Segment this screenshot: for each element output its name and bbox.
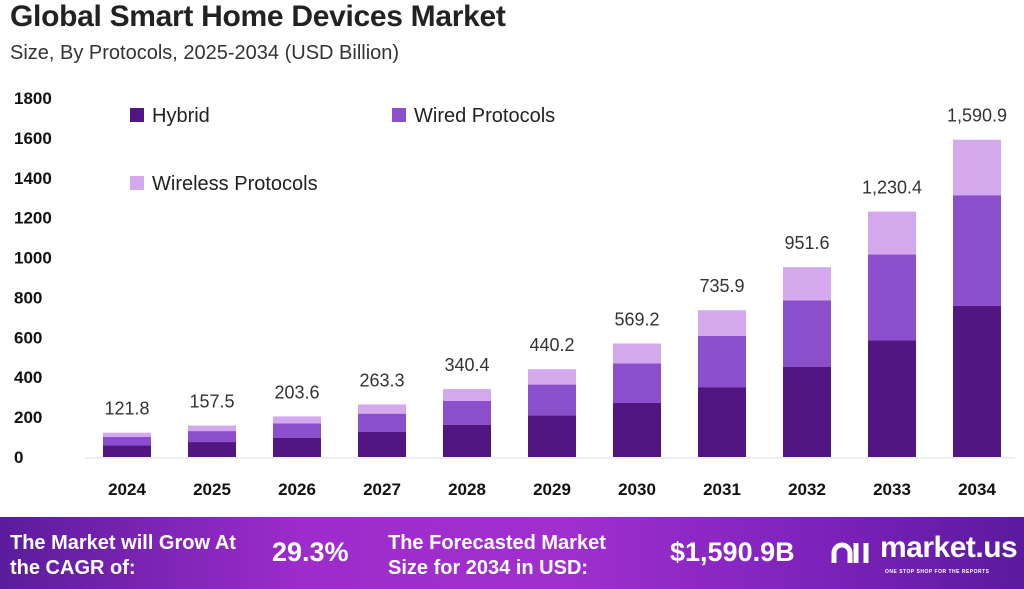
total-label: 121.8	[104, 399, 149, 419]
bar-segment-wired-protocols	[443, 400, 491, 425]
x-tick-label: 2025	[193, 480, 231, 499]
bar-segment-wired-protocols	[273, 423, 321, 438]
bar-segment-hybrid	[443, 424, 491, 457]
bar-segment-wireless-protocols	[613, 343, 661, 364]
total-label: 263.3	[359, 370, 404, 390]
y-tick-label: 1000	[14, 249, 52, 268]
y-tick-label: 1400	[14, 169, 52, 188]
bar-segment-wired-protocols	[868, 254, 916, 341]
x-tick-label: 2032	[788, 480, 826, 499]
x-tick-label: 2030	[618, 480, 656, 499]
bar-segment-hybrid	[953, 305, 1001, 457]
bar-segment-wired-protocols	[528, 384, 576, 416]
chart-subtitle: Size, By Protocols, 2025-2034 (USD Billi…	[10, 42, 400, 64]
bar-segment-wired-protocols	[783, 300, 831, 367]
bar-segment-hybrid	[698, 387, 746, 457]
x-tick-label: 2031	[703, 480, 741, 499]
market-us-logo-icon	[831, 542, 869, 563]
bar-segment-wired-protocols	[953, 195, 1001, 306]
footer-banner: The Market will Grow At the CAGR of: 29.…	[0, 517, 1024, 589]
total-label: 440.2	[529, 335, 574, 355]
logo-text: market.us	[880, 531, 1018, 564]
x-tick-label: 2027	[363, 480, 401, 499]
total-label: 157.5	[189, 392, 234, 412]
total-label: 735.9	[699, 276, 744, 296]
y-tick-label: 600	[14, 328, 42, 347]
bar-segment-hybrid	[273, 437, 321, 457]
legend-swatch	[130, 108, 144, 122]
bar-segment-wireless-protocols	[273, 416, 321, 424]
bar-segment-hybrid	[868, 340, 916, 457]
bar-segment-wireless-protocols	[783, 267, 831, 301]
bar-segment-wireless-protocols	[443, 389, 491, 401]
bar-segment-wireless-protocols	[698, 310, 746, 336]
chart-title: Global Smart Home Devices Market	[10, 0, 506, 33]
total-label: 569.2	[614, 309, 659, 329]
cagr-label: The Market will Grow At the CAGR of:	[10, 532, 236, 579]
legend-label: Wired Protocols	[414, 105, 555, 127]
bar-segment-wireless-protocols	[358, 404, 406, 414]
bar-segment-wired-protocols	[613, 363, 661, 403]
bar-segment-wired-protocols	[358, 413, 406, 433]
y-tick-label: 0	[14, 448, 23, 467]
x-tick-label: 2026	[278, 480, 316, 499]
y-tick-label: 1600	[14, 129, 52, 148]
bar-segment-hybrid	[103, 445, 151, 457]
bar-segment-wired-protocols	[188, 431, 236, 443]
forecast-value: $1,590.9B	[670, 537, 795, 567]
bar-segment-hybrid	[613, 402, 661, 457]
y-tick-label: 1800	[14, 89, 52, 108]
total-label: 951.6	[784, 233, 829, 253]
legend-label: Hybrid	[152, 105, 210, 127]
bar-segment-wireless-protocols	[103, 432, 151, 437]
bar-segment-wired-protocols	[698, 335, 746, 388]
forecast-label: The Forecasted Market Size for 2034 in U…	[388, 532, 606, 579]
legend-swatch	[392, 108, 406, 122]
stacked-bar-chart: 0 200 400 600 800 1000 1200 1400 1600 1800 121.8 20…	[14, 89, 1015, 499]
logo-tagline: ONE STOP SHOP FOR THE REPORTS	[885, 569, 990, 575]
bar-segment-wired-protocols	[103, 436, 151, 446]
bar-segment-wireless-protocols	[528, 369, 576, 385]
bar-segment-hybrid	[358, 432, 406, 457]
bar-segment-hybrid	[783, 366, 831, 457]
y-tick-label: 1200	[14, 209, 52, 228]
bar-segment-wireless-protocols	[953, 139, 1001, 196]
bar-segment-wireless-protocols	[188, 425, 236, 432]
y-tick-label: 400	[14, 368, 42, 387]
y-tick-label: 200	[14, 408, 42, 427]
bar-segment-hybrid	[528, 415, 576, 457]
x-tick-label: 2029	[533, 480, 571, 499]
x-tick-label: 2033	[873, 480, 911, 499]
legend-label: Wireless Protocols	[152, 173, 318, 195]
total-label: 340.4	[444, 355, 489, 375]
x-tick-label: 2034	[958, 480, 996, 499]
cagr-value: 29.3%	[272, 537, 349, 567]
y-tick-label: 800	[14, 288, 42, 307]
x-tick-label: 2024	[108, 480, 146, 499]
total-label: 203.6	[274, 382, 319, 402]
bar-segment-wireless-protocols	[868, 211, 916, 255]
bar-segment-hybrid	[188, 442, 236, 457]
total-label: 1,230.4	[862, 178, 922, 198]
legend-swatch	[130, 176, 144, 190]
total-label: 1,590.9	[947, 106, 1007, 126]
x-tick-label: 2028	[448, 480, 486, 499]
